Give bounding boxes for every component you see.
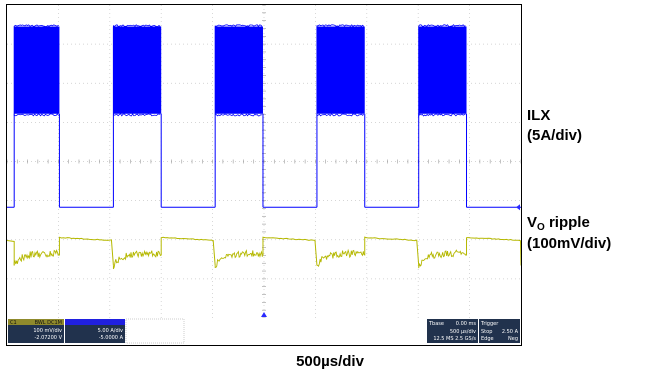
trigger-mode: Stop xyxy=(481,329,492,335)
waveform-plot xyxy=(7,5,521,318)
vo-off-segment xyxy=(161,237,215,265)
vo-burst-noise xyxy=(317,250,364,266)
ilx-series-label: ILX xyxy=(527,106,550,125)
vo-burst-noise xyxy=(419,250,466,268)
tbase-samples: 12.5 MS 2.5 GS/s xyxy=(433,336,476,342)
ilx-band-top-edge xyxy=(317,25,364,27)
ilx-band-bottom-edge xyxy=(419,114,466,116)
vo-off-segment xyxy=(365,237,419,265)
ch2-header xyxy=(65,319,125,325)
ilx-burst-band xyxy=(317,27,365,114)
vo-off-segment xyxy=(467,237,521,265)
vo-burst-noise xyxy=(14,250,59,265)
vo-scale-label: (100mV/div) xyxy=(527,234,611,253)
ilx-burst-band xyxy=(14,27,59,114)
ilx-band-bottom-edge xyxy=(317,114,364,116)
vo-lead-in xyxy=(7,240,14,265)
trigger-level: 2.50 A xyxy=(502,329,519,335)
tbase-div: 500 µs/div xyxy=(450,329,476,335)
vo-series-label-rest: ripple xyxy=(545,214,590,231)
ch1-tag: C1 xyxy=(10,320,17,326)
ilx-band-top-edge xyxy=(215,25,262,27)
ilx-scale-label: (5A/div) xyxy=(527,126,582,145)
trigger-level-marker xyxy=(516,204,520,210)
vo-burst-noise xyxy=(215,250,262,267)
ilx-band-bottom-edge xyxy=(14,114,58,116)
ilx-band-top-edge xyxy=(14,25,58,27)
vo-off-segment xyxy=(263,237,317,265)
markers xyxy=(261,204,520,317)
ilx-band-bottom-edge xyxy=(215,114,262,116)
vo-series-label-main: V xyxy=(527,214,537,231)
timebase-label: 500µs/div xyxy=(0,353,660,370)
trigger-label: Trigger xyxy=(480,321,499,327)
trigger-type: Edge xyxy=(481,336,494,342)
trigger-position-marker xyxy=(261,312,267,317)
trigger-slope: Neg xyxy=(508,336,518,342)
ch1-scale: 100 mV/div xyxy=(33,328,62,334)
ilx-band-bottom-edge xyxy=(113,114,160,116)
ch1-mode: BWL DC1M xyxy=(35,320,62,326)
vo-series-label-sub: O xyxy=(537,222,545,233)
ch2-scale: 5.00 A/div xyxy=(98,328,123,334)
oscilloscope-screen: C1 BWL DC1M 100 mV/div -2.07200 V 5.00 A/div… xyxy=(6,4,522,346)
tbase-value: 0.00 ms xyxy=(456,321,477,327)
tbase-label: Tbase xyxy=(428,321,444,327)
ilx-band-top-edge xyxy=(113,25,160,27)
ilx-burst-band xyxy=(215,27,263,114)
scope-status-bar: C1 BWL DC1M 100 mV/div-2.07200 V 5.00 A/div… xyxy=(7,318,521,345)
ilx-burst-band xyxy=(113,27,161,114)
vo-burst-noise xyxy=(113,251,160,269)
ch2-offset: -5.0000 A xyxy=(99,335,124,341)
ilx-band-top-edge xyxy=(419,25,466,27)
vo-off-segment xyxy=(59,237,113,265)
ilx-burst-band xyxy=(419,27,467,114)
ch1-offset: -2.07200 V xyxy=(35,335,63,341)
